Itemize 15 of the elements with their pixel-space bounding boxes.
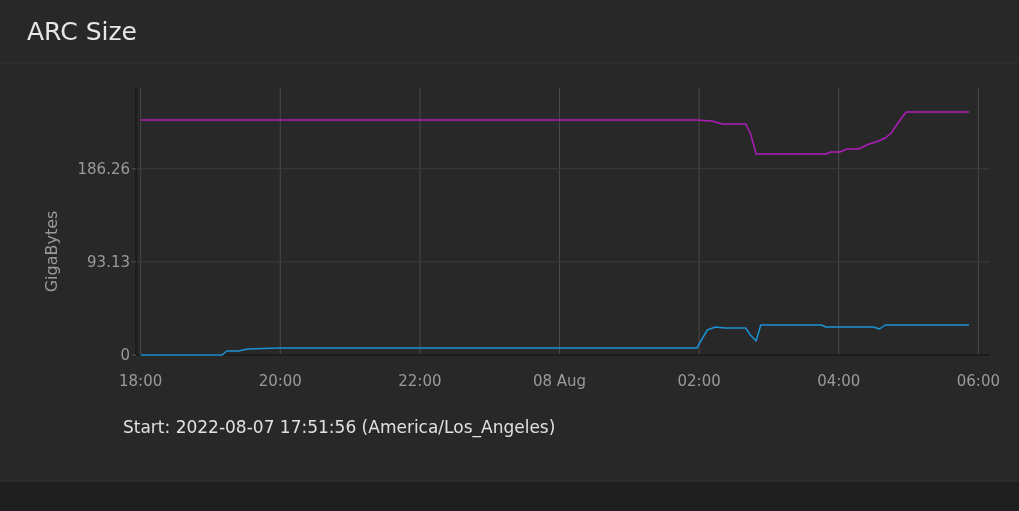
text: Start: 2022-08-07 17:51:56 (America/Los_Angeles) [123, 417, 556, 438]
y-tick-label: 0 [120, 346, 130, 365]
y-tick-label: 93.13 [87, 253, 130, 272]
x-tick-label: 18:00 [119, 372, 163, 390]
x-tick-label: 08 Aug [532, 372, 587, 390]
line-series [139, 111, 970, 155]
chart-title: ARC Size [27, 17, 137, 46]
x-tick-label: 02:00 [677, 372, 721, 390]
x-tick-label: 04:00 [817, 372, 861, 390]
y-tick-label: 186.26 [77, 159, 130, 178]
x-tick-label: 22:00 [398, 372, 442, 390]
y-axis-title: GigaBytes [42, 210, 61, 293]
line-series [139, 324, 970, 356]
x-tick-label: 20:00 [258, 372, 302, 390]
x-tick-label: 06:00 [956, 372, 1000, 390]
